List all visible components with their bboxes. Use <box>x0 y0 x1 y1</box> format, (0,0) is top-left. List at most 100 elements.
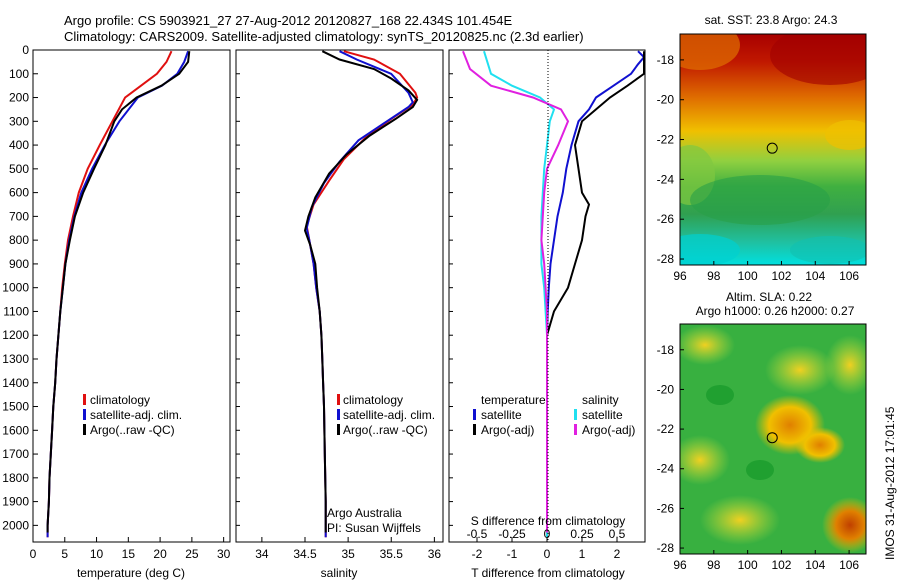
sla-map-image <box>670 324 878 554</box>
depth-tick-label: 1700 <box>2 447 29 461</box>
depth-tick-label: 900 <box>9 257 29 271</box>
depth-tick-label: 800 <box>9 233 29 247</box>
x-tick-label: 10 <box>90 547 104 561</box>
lat-tick-label: -22 <box>657 133 675 147</box>
x-tick-label: 34 <box>255 547 269 561</box>
depth-tick-label: 1000 <box>2 281 29 295</box>
legend-satellite-label: satellite-adj. clim. <box>343 408 435 422</box>
depth-tick-label: 200 <box>9 91 29 105</box>
legend-s-satellite-label: satellite <box>582 408 623 422</box>
depth-tick-label: 1100 <box>3 304 29 318</box>
depth-tick-label: 600 <box>9 186 29 200</box>
lon-tick-label: 100 <box>738 558 758 572</box>
salinity-panel-frame <box>236 50 443 542</box>
lon-tick-label: 102 <box>771 558 791 572</box>
x-tick-label: 1 <box>579 547 586 561</box>
depth-tick-label: 1500 <box>2 400 29 414</box>
lat-tick-label: -22 <box>657 422 675 436</box>
sst-map-image <box>660 20 890 266</box>
lat-tick-label: -20 <box>657 382 675 396</box>
depth-tick-label: 0 <box>22 43 29 57</box>
top-tick-label: 0.25 <box>570 527 594 541</box>
legend-t-satellite-swatch <box>473 409 476 420</box>
legend-climatology-swatch <box>83 394 86 405</box>
series-line-argo-raw-qc- <box>305 51 417 532</box>
difference-temperature-satellite <box>547 51 644 537</box>
legend-argo-label: Argo(..raw -QC) <box>90 423 175 437</box>
argo-australia-note: Argo Australia <box>327 506 402 520</box>
top-tick-label: -0.5 <box>467 527 488 541</box>
depth-tick-label: 300 <box>9 114 29 128</box>
lon-tick-label: 100 <box>738 269 758 283</box>
depth-tick-label: 1300 <box>2 352 29 366</box>
lat-tick-label: -26 <box>657 212 675 226</box>
lon-tick-label: 98 <box>707 269 721 283</box>
difference-xlabel: T difference from climatology <box>471 566 625 580</box>
legend-satellite-label: satellite-adj. clim. <box>90 408 182 422</box>
legend-s-argo-label: Argo(-adj) <box>582 423 635 437</box>
lat-tick-label: -24 <box>657 172 675 186</box>
difference-temperature-argo-adj- <box>547 51 644 532</box>
x-tick-label: 2 <box>614 547 621 561</box>
lon-tick-label: 96 <box>673 269 687 283</box>
x-tick-label: 25 <box>185 547 199 561</box>
lon-tick-label: 106 <box>839 558 859 572</box>
bottom-x-axes: 0 5 10 15 20 25 30 34 34.5 35 35.5 36 -2 -1 0 1 2 <box>30 537 621 561</box>
x-tick-label: 0 <box>544 547 551 561</box>
lat-tick-label: -28 <box>657 541 675 555</box>
legend-t-satellite-label: satellite <box>481 408 522 422</box>
legend-argo-swatch <box>83 424 86 435</box>
series-line-climatology <box>48 51 172 537</box>
lon-tick-label: 96 <box>673 558 687 572</box>
x-tick-label: 0 <box>30 547 37 561</box>
lon-tick-label: 106 <box>839 269 859 283</box>
salinity-difference-ticks: -0.5 -0.25 0 0.25 0.5 <box>467 527 626 541</box>
lat-tick-label: -26 <box>657 501 675 515</box>
difference-salinity-argo-adj- <box>463 51 568 532</box>
difference-top-label: S difference from climatology <box>471 514 626 528</box>
lon-tick-label: 98 <box>707 558 721 572</box>
footer-stamp: IMOS 31-Aug-2012 17:01:45 <box>883 406 897 560</box>
legend-temperature-title: temperature <box>481 393 546 407</box>
legend-t-argo-label: Argo(-adj) <box>481 423 534 437</box>
series-line-climatology <box>307 51 417 537</box>
salinity-xlabel: salinity <box>321 566 358 580</box>
figure-canvas: 0100200300400500600700800900100011001200… <box>0 0 900 580</box>
difference-legend: temperature satellite Argo(-adj) salinit… <box>473 393 635 437</box>
series-line-satellite-adj-clim- <box>48 51 189 537</box>
lon-tick-label: 104 <box>805 269 825 283</box>
depth-tick-label: 700 <box>9 209 29 223</box>
x-tick-label: 30 <box>217 547 231 561</box>
top-tick-label: 0 <box>544 527 551 541</box>
series-line-satellite-adj-clim- <box>307 51 413 537</box>
x-tick-label: 35 <box>341 547 355 561</box>
x-tick-label: 35.5 <box>380 547 404 561</box>
depth-tick-label: 100 <box>9 67 29 81</box>
legend-salinity-title: salinity <box>582 393 619 407</box>
legend-climatology-swatch <box>337 394 340 405</box>
depth-tick-label: 1400 <box>2 376 29 390</box>
x-tick-label: 36 <box>428 547 442 561</box>
x-tick-label: 5 <box>61 547 68 561</box>
x-tick-label: -2 <box>472 547 483 561</box>
legend-satellite-swatch <box>337 409 340 420</box>
temperature-xlabel: temperature (deg C) <box>77 566 185 580</box>
pi-note: PI: Susan Wijffels <box>327 521 421 535</box>
x-tick-label: -1 <box>507 547 518 561</box>
depth-axis: 0 100 200 300 400 500 600 700 800 900 1000 1100 1200… <box>2 43 453 532</box>
top-tick-label: 0.5 <box>609 527 626 541</box>
salinity-legend: climatology satellite-adj. clim. Argo(..… <box>337 393 435 437</box>
x-tick-label: 20 <box>153 547 167 561</box>
legend-argo-swatch <box>337 424 340 435</box>
lat-tick-label: -18 <box>657 53 675 67</box>
x-tick-label: 15 <box>122 547 136 561</box>
lat-tick-label: -20 <box>657 93 675 107</box>
top-tick-label: -0.25 <box>498 527 526 541</box>
temperature-legend: climatology satellite-adj. clim. Argo(..… <box>83 393 182 437</box>
sla-map-title: Altim. SLA: 0.22 <box>726 290 812 304</box>
difference-salinity-satellite <box>484 51 554 537</box>
legend-s-argo-swatch <box>574 424 577 435</box>
depth-tick-label: 1800 <box>2 471 29 485</box>
depth-tick-label: 1200 <box>2 328 29 342</box>
legend-t-argo-swatch <box>473 424 476 435</box>
